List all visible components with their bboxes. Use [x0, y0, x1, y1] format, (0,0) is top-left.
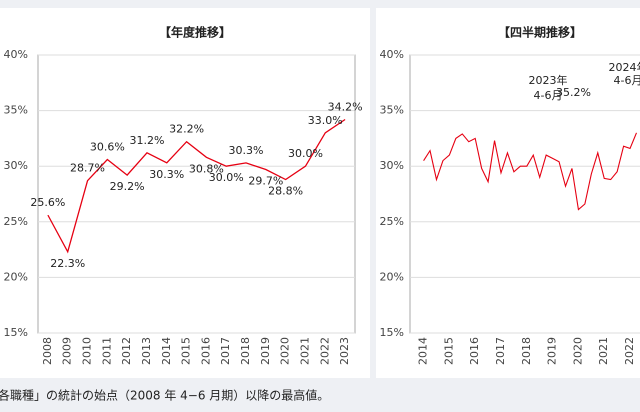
x-tick-label: 2017: [494, 337, 507, 365]
x-tick-label: 2015: [442, 337, 455, 365]
x-tick-label: 2019: [546, 337, 559, 365]
y-tick-label: 30%: [380, 159, 404, 172]
data-line: [423, 132, 637, 211]
x-tick-label: 2011: [100, 337, 113, 365]
y-tick-label: 25%: [4, 215, 28, 228]
x-tick-label: 2008: [41, 337, 54, 365]
x-tick-label: 2016: [199, 337, 212, 365]
x-tick-label: 2016: [468, 337, 481, 365]
x-tick-label: 2020: [279, 337, 292, 365]
data-label: 25.6%: [30, 196, 65, 209]
chart-title: 【年度推移】: [159, 25, 231, 40]
data-label: 32.2%: [169, 123, 204, 136]
data-label: 30.8%: [189, 162, 224, 175]
data-label: 30.3%: [149, 168, 184, 181]
y-tick-label: 25%: [380, 215, 404, 228]
data-label: 28.7%: [70, 162, 105, 175]
x-tick-label: 2023: [338, 337, 351, 365]
x-tick-label: 2013: [140, 337, 153, 365]
y-tick-label: 35%: [380, 104, 404, 117]
x-tick-label: 2014: [160, 337, 173, 365]
y-tick-label: 35%: [4, 104, 28, 117]
data-label: 30.0%: [288, 147, 323, 160]
data-label: 29.2%: [110, 180, 145, 193]
note: 各職種」の統計の始点（2008 年 4−6 月期）以降の最高値。: [0, 388, 329, 403]
x-tick-label: 2014: [417, 337, 430, 365]
annotation: 2023年: [529, 73, 568, 87]
y-tick-label: 15%: [4, 326, 28, 339]
y-tick-label: 30%: [4, 159, 28, 172]
y-tick-label: 40%: [380, 48, 404, 61]
x-tick-label: 2009: [61, 337, 74, 365]
x-tick-label: 2010: [81, 337, 94, 365]
annotation: 2024年: [609, 60, 640, 74]
data-label: 33.0%: [308, 114, 343, 127]
annotation: 4-6月: [614, 74, 640, 87]
x-tick-label: 2019: [259, 337, 272, 365]
x-tick-label: 2012: [120, 337, 133, 365]
y-tick-label: 20%: [380, 270, 404, 283]
x-tick-label: 2022: [318, 337, 331, 365]
x-tick-label: 2015: [180, 337, 193, 365]
x-tick-label: 2021: [298, 337, 311, 365]
annotation: 35.2%: [556, 86, 591, 99]
x-tick-label: 2022: [623, 337, 636, 365]
data-label: 34.2%: [328, 100, 363, 113]
x-tick-label: 2021: [597, 337, 610, 365]
x-tick-label: 2018: [239, 337, 252, 365]
y-tick-label: 15%: [380, 326, 404, 339]
data-label: 30.6%: [90, 141, 125, 154]
y-tick-label: 40%: [4, 48, 28, 61]
data-label: 22.3%: [50, 257, 85, 270]
y-tick-label: 20%: [4, 270, 28, 283]
annotation: 4-6月: [534, 89, 563, 102]
data-label: 28.8%: [268, 185, 303, 198]
panel: [0, 8, 370, 378]
data-label: 30.0%: [209, 171, 244, 184]
x-tick-label: 2017: [219, 337, 232, 365]
panel: [376, 8, 640, 378]
data-label: 31.2%: [129, 134, 164, 147]
data-label: 30.3%: [229, 144, 264, 157]
x-tick-label: 2020: [571, 337, 584, 365]
data-line: [47, 118, 346, 254]
chart-title: 【四半期推移】: [498, 25, 582, 40]
x-tick-label: 2018: [520, 337, 533, 365]
data-label: 29.7%: [248, 175, 283, 188]
